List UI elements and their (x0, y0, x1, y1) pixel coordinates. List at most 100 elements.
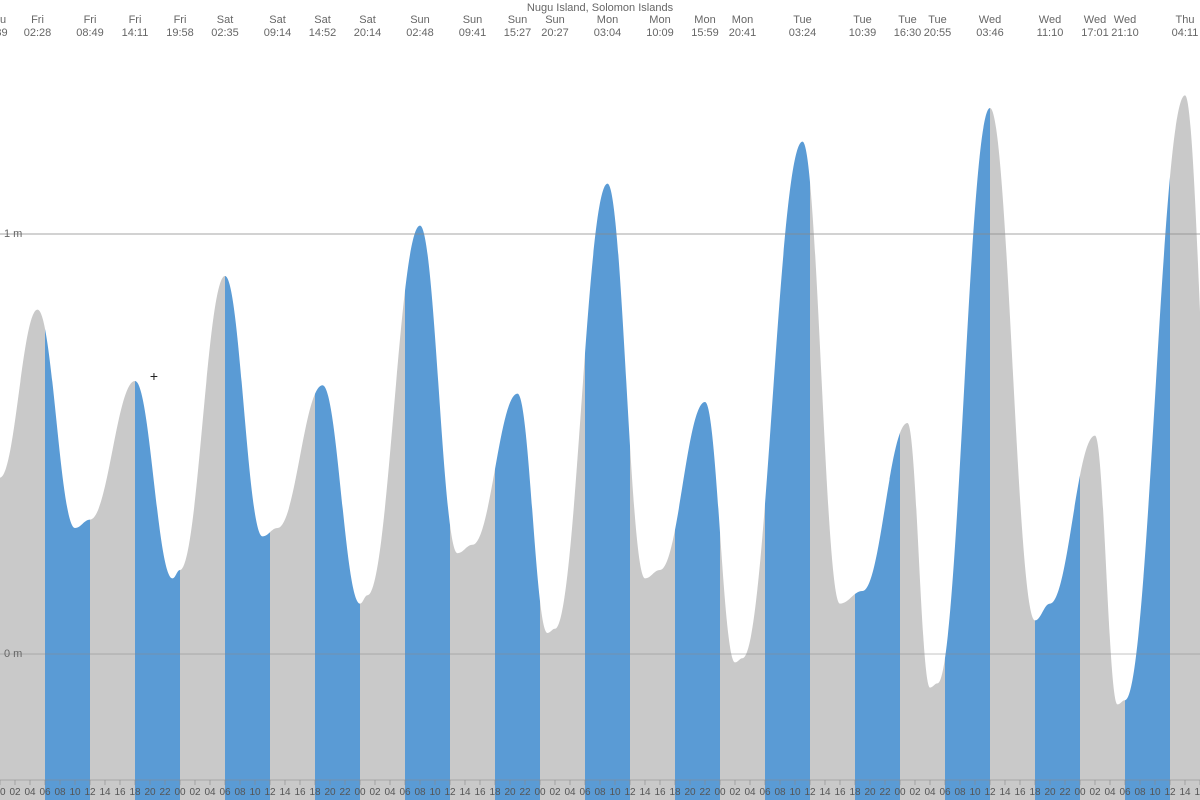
hour-tick-label: 22 (699, 787, 710, 798)
hour-tick-label: 16 (474, 787, 485, 798)
tide-time-label: Sun15:27 (504, 14, 532, 40)
hour-tick-label: 20 (684, 787, 695, 798)
tide-chart: Nugu Island, Solomon Islands hu:39Fri02:… (0, 0, 1200, 800)
hour-tick-label: 06 (579, 787, 590, 798)
hour-tick-label: 20 (504, 787, 515, 798)
hour-tick-label: 08 (234, 787, 245, 798)
hour-tick-label: 18 (309, 787, 320, 798)
tide-time-label: Sun20:27 (541, 14, 569, 40)
hour-tick-label: 18 (849, 787, 860, 798)
hour-tick-label: 14 (819, 787, 830, 798)
tide-time-label: Sat14:52 (309, 14, 337, 40)
tide-time-label: Fri14:11 (122, 14, 149, 40)
hour-tick-label: 04 (24, 787, 35, 798)
hour-tick-label: 12 (444, 787, 455, 798)
hour-tick-label: 16 (114, 787, 125, 798)
hour-tick-label: 00 (354, 787, 365, 798)
hour-tick-label: 06 (759, 787, 770, 798)
tide-time-label: Tue20:55 (924, 14, 952, 40)
y-axis-label: 0 m (4, 648, 22, 660)
tide-time-label: Tue10:39 (849, 14, 877, 40)
hour-tick-label: 04 (204, 787, 215, 798)
hour-tick-label: 18 (129, 787, 140, 798)
tide-time-label: Sat02:35 (211, 14, 239, 40)
hour-tick-label: 14 (459, 787, 470, 798)
hour-tick-label: 22 (879, 787, 890, 798)
hour-tick-label: 02 (729, 787, 740, 798)
tide-time-label: Wed11:10 (1037, 14, 1064, 40)
hour-tick-label: 14 (639, 787, 650, 798)
hour-tick-label: 22 (1059, 787, 1070, 798)
tide-time-label: Fri19:58 (166, 14, 194, 40)
hour-tick-label: 04 (564, 787, 575, 798)
hour-tick-label: 14 (1179, 787, 1190, 798)
crosshair-marker: + (150, 370, 158, 386)
hour-tick-label: 08 (774, 787, 785, 798)
hour-tick-label: 08 (1134, 787, 1145, 798)
hour-tick-label: 14 (99, 787, 110, 798)
tide-time-label: Mon10:09 (646, 14, 674, 40)
hour-tick-label: 04 (744, 787, 755, 798)
tide-time-label: Fri08:49 (76, 14, 104, 40)
hour-tick-label: 14 (279, 787, 290, 798)
y-axis-label: 1 m (4, 228, 22, 240)
hour-tick-label: 00 (0, 787, 6, 798)
hour-tick-label: 10 (609, 787, 620, 798)
hour-tick-label: 00 (714, 787, 725, 798)
hour-tick-label: 00 (174, 787, 185, 798)
hour-tick-label: 10 (429, 787, 440, 798)
tide-time-label: Tue03:24 (789, 14, 817, 40)
tide-time-label: Fri02:28 (24, 14, 52, 40)
hour-tick-label: 04 (924, 787, 935, 798)
tide-time-label: hu:39 (0, 14, 8, 40)
hour-tick-label: 08 (594, 787, 605, 798)
tide-time-label: Wed21:10 (1111, 14, 1139, 40)
hour-tick-label: 16 (654, 787, 665, 798)
tide-time-label: Wed17:01 (1081, 14, 1109, 40)
tide-time-label: Sat09:14 (264, 14, 292, 40)
hour-tick-label: 08 (954, 787, 965, 798)
hour-tick-label: 20 (864, 787, 875, 798)
hour-tick-label: 16 (1014, 787, 1025, 798)
tide-time-label: Sat20:14 (354, 14, 382, 40)
hour-tick-label: 12 (264, 787, 275, 798)
hour-tick-label: 10 (249, 787, 260, 798)
hour-tick-label: 22 (159, 787, 170, 798)
tide-time-label: Sun02:48 (406, 14, 434, 40)
hour-tick-label: 02 (369, 787, 380, 798)
hour-tick-label: 06 (39, 787, 50, 798)
hour-tick-label: 10 (69, 787, 80, 798)
hour-tick-label: 22 (519, 787, 530, 798)
chart-svg (0, 0, 1200, 800)
tide-time-label: Mon15:59 (691, 14, 719, 40)
hour-tick-label: 12 (1164, 787, 1175, 798)
hour-tick-label: 16 (834, 787, 845, 798)
hour-tick-label: 02 (189, 787, 200, 798)
hour-tick-label: 00 (1074, 787, 1085, 798)
hour-tick-label: 18 (1029, 787, 1040, 798)
tide-time-label: Mon20:41 (729, 14, 757, 40)
tide-time-label: Sun09:41 (459, 14, 487, 40)
hour-tick-label: 02 (9, 787, 20, 798)
hour-tick-label: 06 (399, 787, 410, 798)
hour-tick-label: 08 (414, 787, 425, 798)
hour-tick-label: 18 (669, 787, 680, 798)
hour-tick-label: 20 (324, 787, 335, 798)
tide-time-label: Tue16:30 (894, 14, 922, 40)
hour-tick-label: 10 (789, 787, 800, 798)
hour-tick-label: 06 (1119, 787, 1130, 798)
tide-time-label: Thu04:11 (1172, 14, 1199, 40)
hour-tick-label: 06 (219, 787, 230, 798)
top-time-labels: hu:39 Fri02:28 Fri08:49 Fri14:11 Fri19:58 Sat… (0, 14, 1200, 44)
hour-tick-label: 04 (1104, 787, 1115, 798)
hour-tick-label: 18 (489, 787, 500, 798)
hour-tick-label: 20 (1044, 787, 1055, 798)
hour-tick-label: 12 (804, 787, 815, 798)
tide-time-label: Wed03:46 (976, 14, 1004, 40)
hour-tick-label: 10 (969, 787, 980, 798)
hour-tick-label: 16 (1194, 787, 1200, 798)
hour-tick-label: 12 (84, 787, 95, 798)
hour-tick-label: 12 (624, 787, 635, 798)
hour-tick-label: 06 (939, 787, 950, 798)
hour-tick-label: 00 (534, 787, 545, 798)
